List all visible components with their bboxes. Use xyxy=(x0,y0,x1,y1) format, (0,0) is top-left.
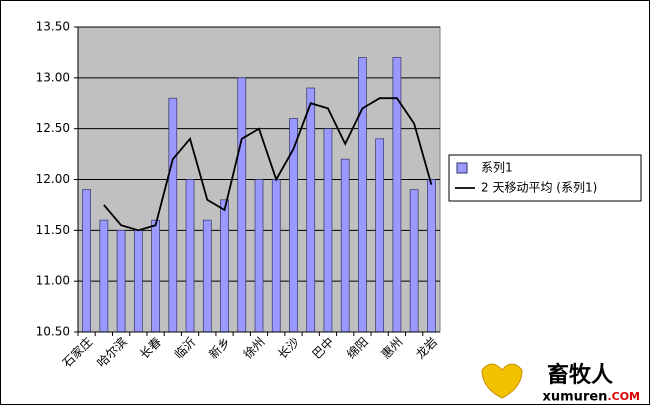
bar xyxy=(185,179,195,333)
bar xyxy=(220,199,229,333)
y-tick-label: 13.50 xyxy=(36,20,70,34)
bar xyxy=(133,229,143,333)
legend-label: 系列1 xyxy=(481,161,513,175)
y-tick-label: 11.00 xyxy=(36,274,70,288)
y-tick-label: 10.50 xyxy=(36,325,70,339)
bar xyxy=(168,97,178,333)
bar xyxy=(358,57,367,333)
legend-swatch xyxy=(456,162,468,174)
bar xyxy=(375,138,385,333)
y-tick-label: 12.00 xyxy=(36,172,70,186)
legend-label: 2 天移动平均 (系列1) xyxy=(481,181,597,195)
bar xyxy=(99,219,109,333)
y-tick-label: 13.00 xyxy=(36,70,70,84)
legend-box xyxy=(448,154,642,202)
bar xyxy=(427,179,436,333)
bar xyxy=(271,179,281,333)
watermark-site: xumuren xyxy=(543,390,608,405)
watermark-tld: .COM xyxy=(607,390,640,403)
bar xyxy=(340,158,350,333)
bar xyxy=(306,87,316,333)
watermark: 畜牧人 xumuren .COM xyxy=(481,362,640,405)
bar xyxy=(82,189,91,333)
y-tick-label: 11.50 xyxy=(36,223,70,237)
bar xyxy=(202,219,212,333)
bar xyxy=(116,229,126,333)
bar xyxy=(151,219,160,333)
bar xyxy=(237,77,247,333)
logo-icon xyxy=(481,363,523,399)
watermark-title: 畜牧人 xyxy=(547,362,613,388)
y-tick-label: 12.50 xyxy=(36,121,70,135)
moving-average-line xyxy=(103,97,433,232)
bar xyxy=(409,189,419,333)
bar xyxy=(254,179,264,333)
bar xyxy=(323,128,333,333)
